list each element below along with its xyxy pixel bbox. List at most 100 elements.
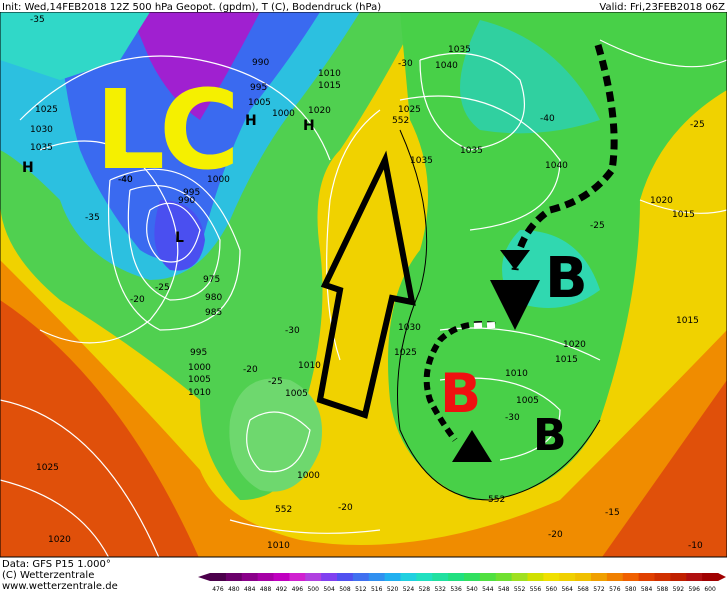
contour-label: -40 <box>540 114 555 124</box>
scale-label: 584 <box>641 586 653 593</box>
scale-swatch <box>210 573 227 581</box>
contour-label: -30 <box>505 413 520 423</box>
scale-label: 544 <box>482 586 494 593</box>
contour-label: -10 <box>688 541 703 551</box>
scale-swatch <box>225 573 243 581</box>
scale-swatch <box>305 573 322 581</box>
scale-label: 484 <box>244 586 256 593</box>
contour-label: 1010 <box>505 369 528 379</box>
contour-label: -25 <box>590 221 605 231</box>
scale-label: 600 <box>704 586 716 593</box>
contour-label: 1035 <box>448 45 471 55</box>
scale-swatch <box>622 573 640 581</box>
contour-label: 1000 <box>272 109 295 119</box>
scale-label: 580 <box>625 586 637 593</box>
annotation-shapes <box>316 44 618 462</box>
scale-swatch <box>511 573 528 581</box>
contour-label: -25 <box>268 377 283 387</box>
footer: Data: GFS P15 1.000° (C) Wetterzentrale … <box>0 558 727 593</box>
scale-label: 476 <box>212 586 224 593</box>
scale-swatch <box>321 573 338 581</box>
contour-label: 995 <box>250 83 267 93</box>
scale-swatch <box>606 573 624 581</box>
scale-swatch <box>591 573 608 581</box>
scale-label: 556 <box>530 586 542 593</box>
b-upper-annotation: B <box>545 246 588 311</box>
scale-swatch <box>670 573 687 581</box>
contour-label: 1010 <box>188 388 211 398</box>
b-lower-annotation: B <box>533 410 567 461</box>
contour-label: 995 <box>183 188 200 198</box>
contour-label: 1000 <box>188 363 211 373</box>
scale-swatch <box>575 573 592 581</box>
color-scale: 476 480 484 488 492 496 500 504 508 512 516 520 524 5… <box>198 573 726 593</box>
contour-label: 1020 <box>650 196 673 206</box>
scale-swatch <box>479 573 497 581</box>
scale-arrow-right <box>718 573 726 581</box>
footer-copyright: (C) Wetterzentrale <box>2 570 94 581</box>
contour-label: 985 <box>205 308 222 318</box>
scale-label: 500 <box>307 586 319 593</box>
scale-label: 480 <box>228 586 240 593</box>
contour-label: 1005 <box>248 98 271 108</box>
scale-label: 596 <box>688 586 700 593</box>
contour-label: 1005 <box>285 389 308 399</box>
contour-label: 552 <box>488 495 505 505</box>
scale-label: 516 <box>371 586 383 593</box>
contour-label: 995 <box>190 348 207 358</box>
contour-label: 1015 <box>676 316 699 326</box>
scale-label: 488 <box>260 586 272 593</box>
contour-label: 1010 <box>267 541 290 551</box>
footer-url: www.wetterzentrale.de <box>2 581 118 592</box>
contour-label: -15 <box>605 508 620 518</box>
scale-swatch <box>257 573 274 581</box>
footer-data: Data: GFS P15 1.000° <box>2 559 111 570</box>
map <box>0 12 727 557</box>
contour-label: 1035 <box>410 156 433 166</box>
contour-label: -30 <box>398 59 413 69</box>
scale-swatch <box>559 573 576 581</box>
scale-label: 504 <box>323 586 335 593</box>
contour-label: 975 <box>203 275 220 285</box>
scale-label: 560 <box>546 586 558 593</box>
scale-label: 528 <box>419 586 431 593</box>
contour-label: 1020 <box>48 535 71 545</box>
contour-label: -25 <box>155 283 170 293</box>
contour-label: -35 <box>30 15 45 25</box>
contour-label: 1020 <box>308 106 331 116</box>
scale-swatch <box>400 573 417 581</box>
scale-swatch <box>686 573 703 581</box>
contour-label: -40 <box>118 175 133 185</box>
contour-label: 1005 <box>516 396 539 406</box>
pressure-center: H <box>245 113 257 129</box>
contour-label: 552 <box>392 116 409 126</box>
contour-label: 1040 <box>545 161 568 171</box>
scale-label: 532 <box>434 586 446 593</box>
contour-label: 1025 <box>394 348 417 358</box>
scale-swatch <box>337 573 354 581</box>
scale-swatch <box>543 573 560 581</box>
contour-label: 980 <box>205 293 222 303</box>
contour-label: 1005 <box>188 375 211 385</box>
scale-label: 508 <box>339 586 351 593</box>
contour-label: 1030 <box>398 323 421 333</box>
scale-swatch <box>448 573 465 581</box>
b-red-annotation: B <box>440 362 481 425</box>
contour-label: 1010 <box>298 361 321 371</box>
contour-label: 1020 <box>563 340 586 350</box>
scale-swatch <box>416 573 433 581</box>
scale-label: 576 <box>609 586 621 593</box>
contour-label: -40 <box>118 175 133 185</box>
scale-label: 496 <box>292 586 304 593</box>
header-left: Init: Wed,14FEB2018 12Z 500 hPa Geopot. … <box>2 2 381 13</box>
scale-label: 568 <box>577 586 589 593</box>
contour-label: -20 <box>130 295 145 305</box>
scale-arrow-left <box>198 573 210 581</box>
scale-label: 564 <box>561 586 573 593</box>
contour-label: 1025 <box>35 105 58 115</box>
scale-label: 552 <box>514 586 526 593</box>
contour-label: 1000 <box>207 175 230 185</box>
contour-label: 1040 <box>435 61 458 71</box>
scale-label: 540 <box>466 586 478 593</box>
